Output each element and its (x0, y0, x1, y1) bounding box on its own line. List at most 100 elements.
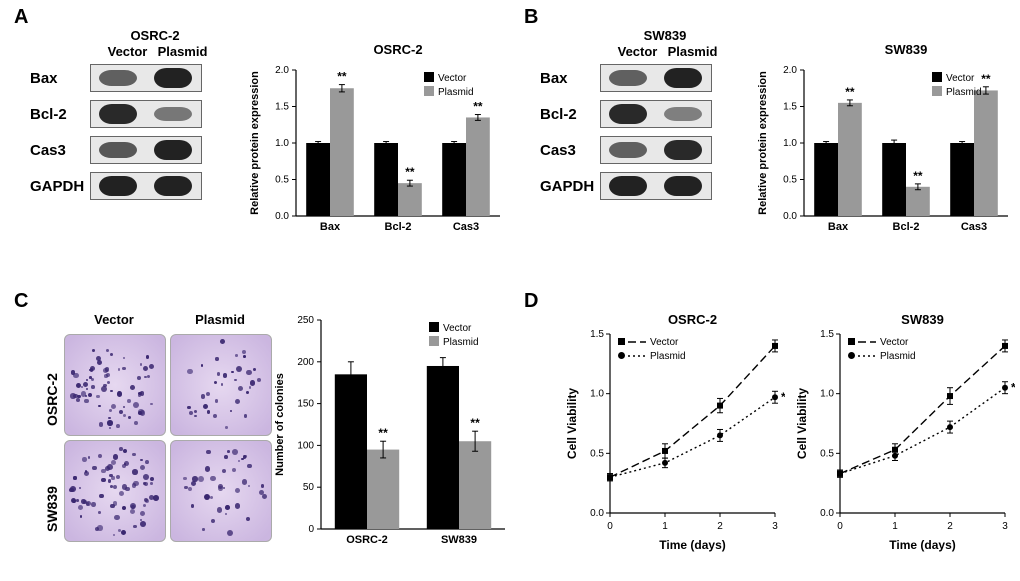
colony-dot (91, 385, 95, 389)
colony-dot (140, 465, 145, 470)
lane-header: Plasmid (665, 44, 720, 59)
svg-text:200: 200 (297, 357, 314, 368)
colony-dot (81, 499, 86, 504)
colony-dot (78, 505, 83, 510)
svg-text:0.5: 0.5 (820, 448, 834, 459)
colony-dot (210, 496, 213, 499)
colony-dot (225, 513, 228, 516)
colony-dot (242, 350, 246, 354)
colony-dot (91, 502, 96, 507)
colony-row-label: OSRC-2 (44, 373, 60, 426)
bar-chart-sw839: SW8390.00.51.01.52.0Relative protein exp… (748, 40, 1018, 240)
colony-dot (128, 416, 131, 419)
colony-dot (231, 371, 234, 374)
colony-dot (97, 525, 102, 530)
svg-text:Bcl-2: Bcl-2 (385, 221, 412, 233)
figure: { "labels": {"A":"A","B":"B","C":"C","D"… (0, 0, 1020, 581)
svg-text:1.0: 1.0 (783, 138, 797, 149)
blot-lane-box (600, 100, 712, 128)
blot-band (664, 68, 702, 88)
svg-text:0.5: 0.5 (783, 175, 797, 186)
colony-dot (133, 481, 139, 487)
colony-dot (187, 369, 192, 374)
colony-dot (244, 455, 246, 457)
colony-dot (98, 454, 102, 458)
svg-text:1.5: 1.5 (820, 329, 834, 340)
blot-row: Cas3 (30, 136, 202, 164)
colony-dot (88, 456, 90, 458)
colony-dot (206, 450, 211, 455)
svg-text:Plasmid: Plasmid (880, 351, 916, 362)
svg-text:**: ** (781, 390, 785, 404)
colony-dot (113, 501, 117, 505)
svg-text:Vector: Vector (880, 337, 909, 348)
colony-dot (98, 511, 101, 514)
colony-dot (146, 355, 150, 359)
colony-dot (70, 393, 76, 399)
colony-dot (109, 427, 111, 429)
svg-text:1.5: 1.5 (783, 102, 797, 113)
svg-text:0.0: 0.0 (590, 508, 604, 519)
svg-text:**: ** (473, 100, 483, 114)
svg-text:**: ** (337, 70, 347, 84)
colony-dot (238, 386, 243, 391)
blot-row-label: GAPDH (540, 178, 600, 195)
colony-dot (217, 507, 223, 513)
colony-dish (170, 440, 272, 542)
colony-dot (140, 511, 146, 517)
svg-text:3: 3 (772, 521, 778, 532)
colony-row-label: SW839 (44, 486, 60, 532)
svg-text:0: 0 (607, 521, 613, 532)
svg-text:**: ** (1011, 381, 1015, 395)
blot-row: GAPDH (30, 172, 202, 200)
svg-text:SW839: SW839 (885, 42, 928, 57)
svg-text:1: 1 (892, 521, 898, 532)
colony-dot (106, 349, 109, 352)
colony-dot (218, 484, 223, 489)
blot-lane-box (600, 172, 712, 200)
colony-dot (225, 505, 230, 510)
colony-dot (201, 364, 203, 366)
colony-dot (132, 453, 136, 457)
colony-dot (127, 399, 131, 403)
blot-band (609, 104, 647, 124)
blot-row-label: Bcl-2 (540, 106, 600, 123)
svg-text:Time (days): Time (days) (659, 538, 725, 552)
blot-lane-box (90, 172, 202, 200)
colony-dot (261, 484, 264, 487)
colony-dot (244, 414, 248, 418)
colony-dot (143, 482, 146, 485)
svg-text:Vector: Vector (438, 73, 467, 84)
colony-dot (125, 487, 130, 492)
colony-dot (150, 403, 152, 405)
blot-row: Bcl-2 (540, 100, 712, 128)
colony-dot (201, 394, 206, 399)
blot-row: Bcl-2 (30, 100, 202, 128)
blot-band (664, 140, 702, 160)
blot-band (99, 176, 137, 196)
svg-text:Cell Viability: Cell Viability (795, 388, 809, 459)
colony-dot (223, 487, 225, 489)
colony-dot (108, 479, 111, 482)
colony-dot (73, 476, 76, 479)
colony-dot (109, 409, 112, 412)
colony-dot (210, 476, 216, 482)
svg-text:SW839: SW839 (901, 312, 944, 327)
blot-lane-box (90, 100, 202, 128)
colony-dot (224, 455, 228, 459)
svg-text:1.0: 1.0 (820, 389, 834, 400)
blot-row-label: GAPDH (30, 178, 90, 195)
svg-text:Plasmid: Plasmid (443, 337, 479, 348)
svg-text:2: 2 (947, 521, 953, 532)
colony-dot (82, 457, 87, 462)
colony-dot (116, 475, 120, 479)
svg-text:OSRC-2: OSRC-2 (373, 42, 422, 57)
blot-band (664, 107, 702, 121)
colony-dot (246, 391, 249, 394)
colony-dot (222, 469, 226, 473)
svg-text:2.0: 2.0 (783, 65, 797, 76)
colony-dot (70, 486, 76, 492)
blot-row-label: Bcl-2 (30, 106, 90, 123)
colony-dot (147, 375, 150, 378)
svg-text:OSRC-2: OSRC-2 (346, 534, 388, 546)
